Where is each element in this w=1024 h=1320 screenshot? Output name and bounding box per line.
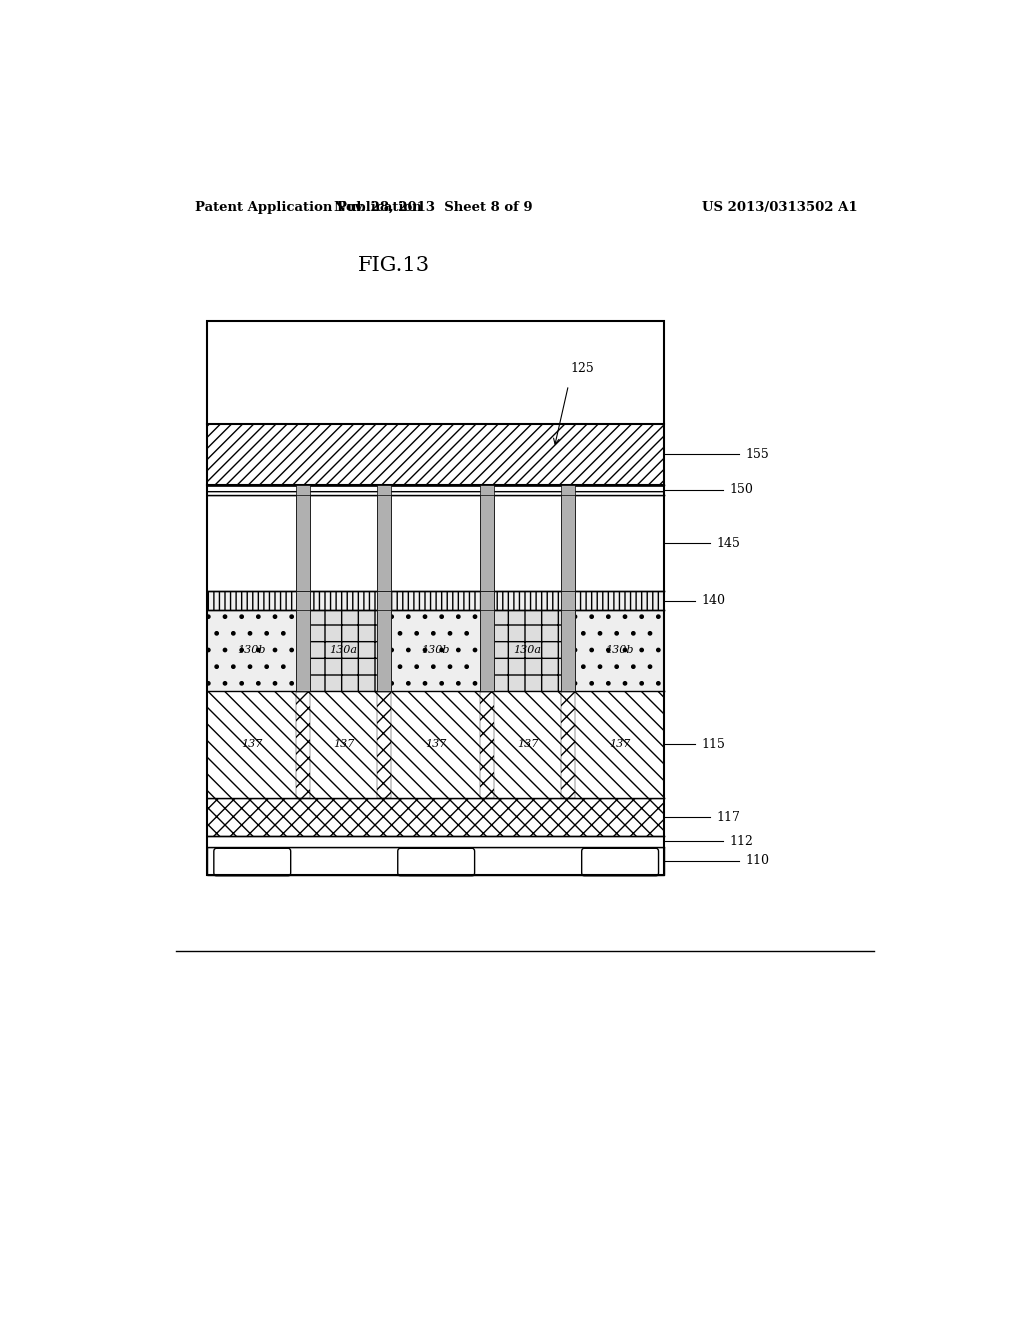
Text: FIG.13: FIG.13 <box>357 256 430 275</box>
Text: 130a: 130a <box>330 645 357 655</box>
Bar <box>561 484 575 690</box>
Text: US 2013/0313502 A1: US 2013/0313502 A1 <box>702 201 858 214</box>
Bar <box>575 690 664 797</box>
Bar <box>310 690 377 797</box>
Bar <box>207 690 664 797</box>
Text: 130b: 130b <box>605 645 634 655</box>
Bar <box>480 484 494 690</box>
Bar <box>391 610 480 690</box>
Bar <box>207 610 296 690</box>
Bar <box>391 690 480 797</box>
Text: 130b: 130b <box>421 645 450 655</box>
Bar <box>207 690 296 797</box>
Bar <box>296 591 310 610</box>
Bar <box>207 591 664 610</box>
Bar <box>494 610 561 690</box>
Bar <box>207 484 664 495</box>
Text: Patent Application Publication: Patent Application Publication <box>196 201 422 214</box>
Bar <box>377 495 391 591</box>
Bar <box>480 495 494 591</box>
Bar <box>377 484 391 690</box>
Text: 140: 140 <box>701 594 726 607</box>
Text: 130a: 130a <box>513 645 542 655</box>
Bar <box>296 484 310 690</box>
Bar <box>377 591 391 610</box>
Text: 115: 115 <box>701 738 726 751</box>
Bar <box>207 797 664 837</box>
Bar <box>296 495 310 591</box>
Text: 117: 117 <box>716 810 740 824</box>
Bar <box>561 495 575 591</box>
Text: 137: 137 <box>425 739 446 750</box>
Text: 112: 112 <box>729 836 754 847</box>
Bar <box>310 610 377 690</box>
Bar <box>561 591 575 610</box>
Text: 150: 150 <box>729 483 754 496</box>
FancyBboxPatch shape <box>582 849 658 875</box>
Bar <box>207 495 664 591</box>
Bar <box>207 837 664 846</box>
Text: 137: 137 <box>333 739 354 750</box>
Text: 125: 125 <box>570 362 594 375</box>
Bar <box>494 690 561 797</box>
Bar <box>207 846 664 875</box>
Text: 137: 137 <box>241 739 262 750</box>
Text: 155: 155 <box>745 447 769 461</box>
FancyBboxPatch shape <box>397 849 474 875</box>
Bar <box>480 591 494 610</box>
Bar <box>575 610 664 690</box>
Text: 137: 137 <box>608 739 630 750</box>
Text: Nov. 28, 2013  Sheet 8 of 9: Nov. 28, 2013 Sheet 8 of 9 <box>334 201 532 214</box>
Text: 110: 110 <box>745 854 769 867</box>
FancyBboxPatch shape <box>214 849 291 875</box>
Bar <box>207 424 664 484</box>
Bar <box>207 321 664 875</box>
Text: 130b: 130b <box>238 645 266 655</box>
Text: 137: 137 <box>517 739 539 750</box>
Bar <box>207 610 664 690</box>
Text: 145: 145 <box>716 537 740 549</box>
